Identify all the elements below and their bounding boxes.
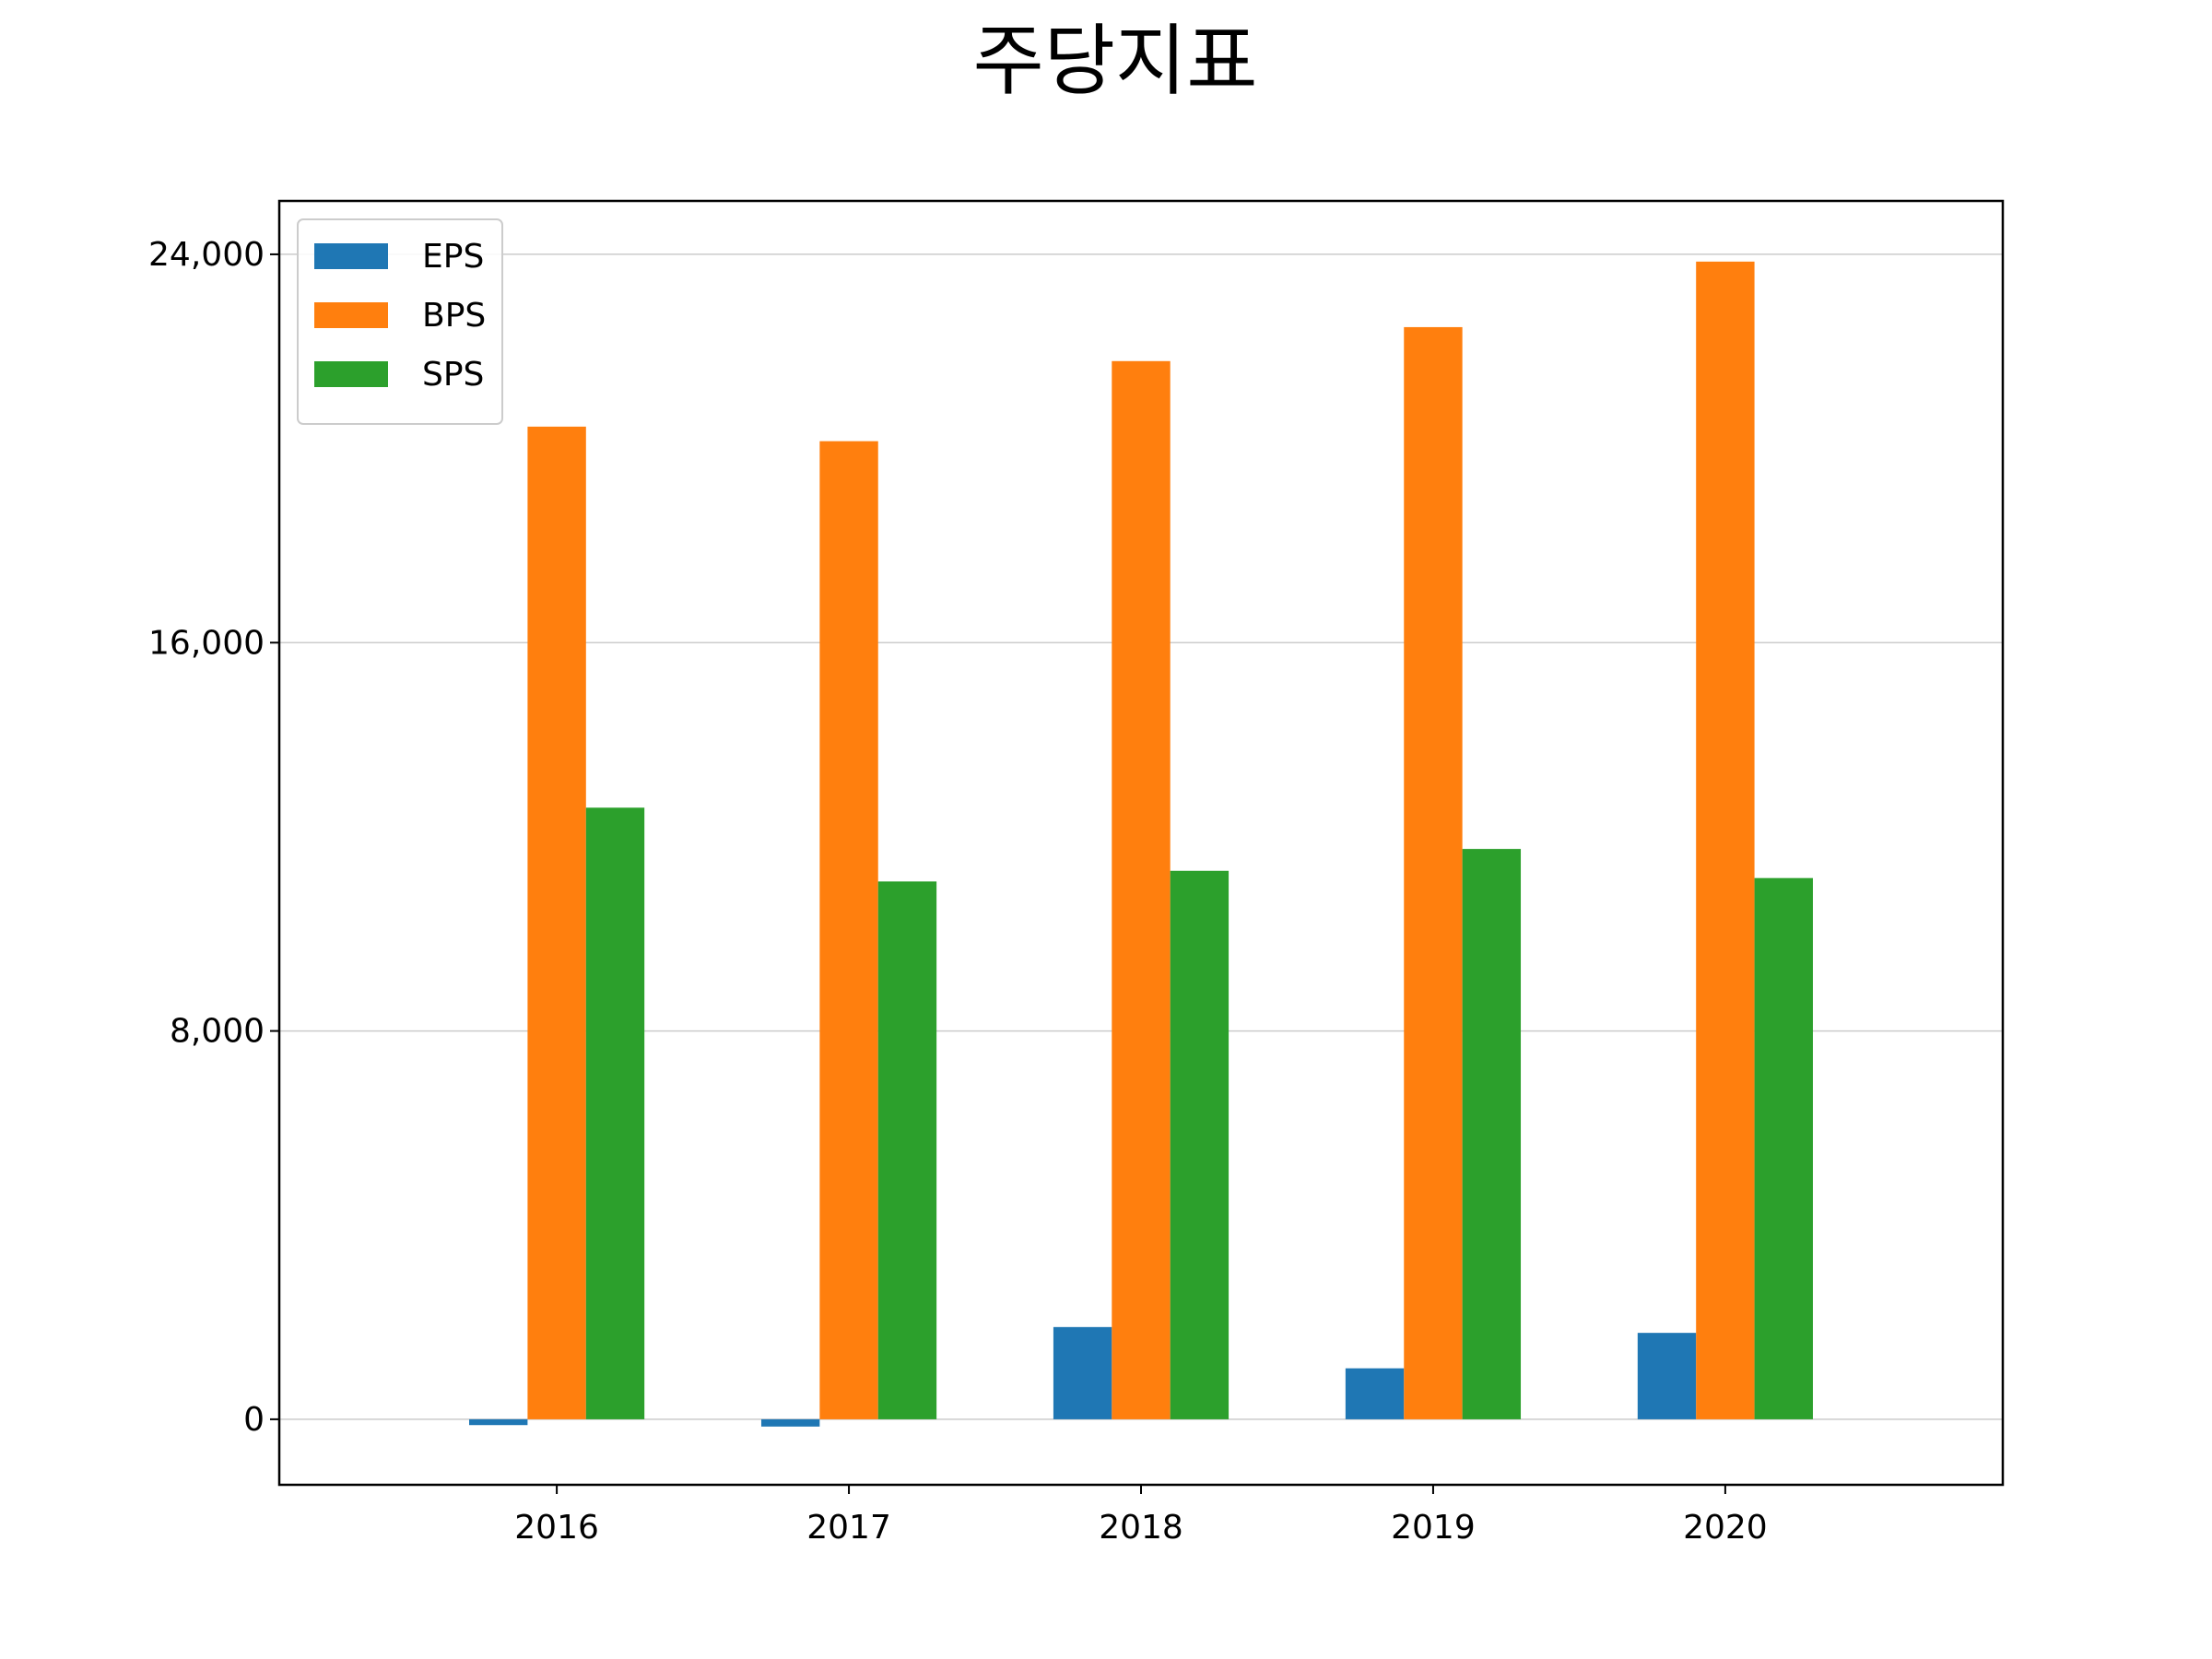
bar-sps-2019	[1462, 849, 1522, 1419]
y-tick-label: 24,000	[148, 236, 265, 274]
legend-swatch-eps	[314, 243, 388, 269]
y-tick-label: 16,000	[148, 624, 265, 662]
x-tick-label: 2016	[514, 1509, 599, 1547]
bar-sps-2020	[1754, 877, 1813, 1419]
x-tick-label: 2017	[806, 1509, 891, 1547]
bar-eps-2016	[469, 1418, 528, 1426]
x-axis: 2016 2017 2018 2019 2020	[514, 1485, 1768, 1547]
y-tick-label: 8,000	[170, 1013, 265, 1051]
chart-title: 주당지표	[972, 16, 1257, 106]
bar-eps-2018	[1053, 1326, 1112, 1419]
y-axis: 0 8,000 16,000 24,000	[148, 236, 279, 1439]
y-tick-label: 0	[243, 1401, 265, 1439]
bar-bps-2016	[527, 426, 586, 1419]
legend-swatch-sps	[314, 361, 388, 387]
bars	[469, 261, 1813, 1427]
bar-eps-2020	[1637, 1333, 1697, 1419]
x-tick-label: 2018	[1099, 1509, 1183, 1547]
bar-bps-2019	[1404, 326, 1463, 1419]
legend-swatch-bps	[314, 302, 388, 328]
legend-label-eps: EPS	[422, 238, 484, 276]
x-tick-label: 2020	[1683, 1509, 1768, 1547]
bar-eps-2017	[760, 1418, 820, 1427]
legend: EPS BPS SPS	[297, 218, 503, 425]
bar-bps-2017	[819, 441, 878, 1419]
legend-label-bps: BPS	[422, 297, 486, 335]
legend-label-sps: SPS	[422, 356, 484, 394]
bar-bps-2018	[1112, 360, 1171, 1419]
bar-sps-2016	[585, 807, 645, 1419]
bar-eps-2019	[1345, 1368, 1405, 1419]
bar-sps-2017	[877, 881, 937, 1419]
x-tick-label: 2019	[1391, 1509, 1476, 1547]
bar-sps-2018	[1170, 870, 1230, 1419]
bar-bps-2020	[1696, 261, 1755, 1419]
